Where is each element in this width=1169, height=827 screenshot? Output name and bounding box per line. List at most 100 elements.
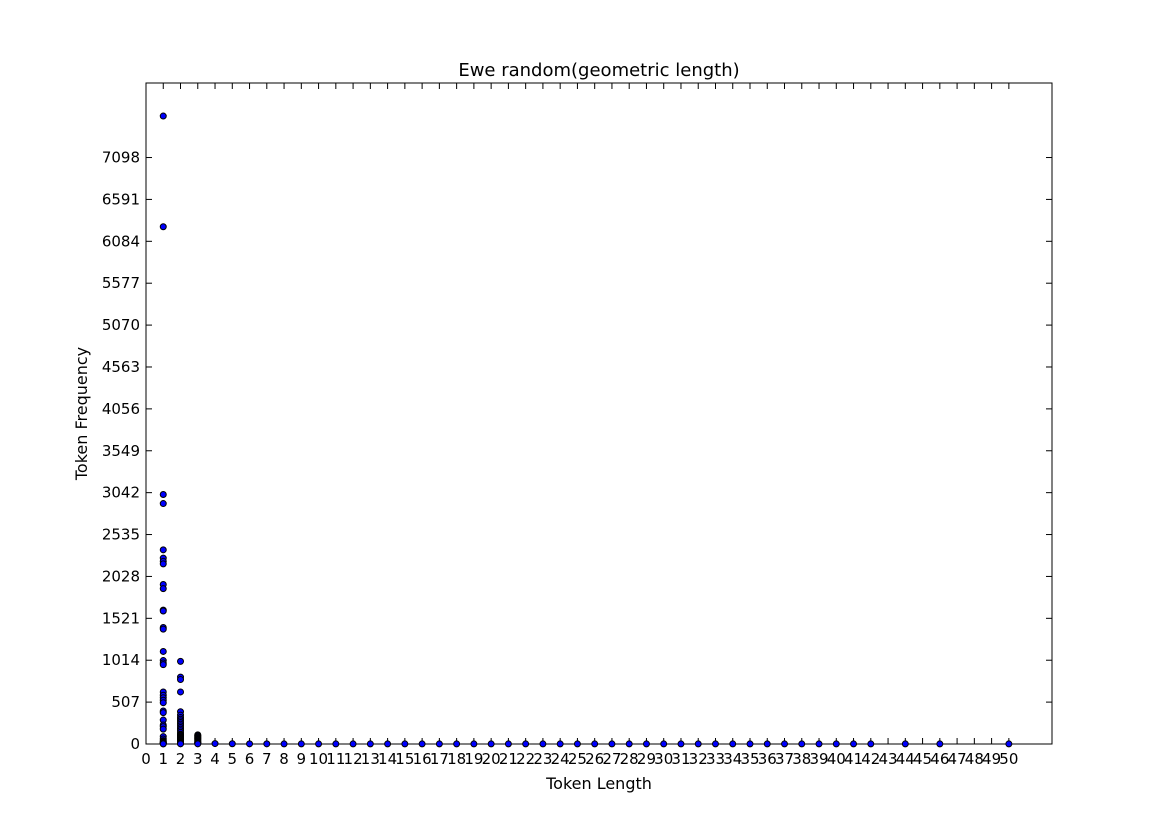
data-point	[194, 740, 202, 748]
x-tick-label: 5	[228, 750, 238, 768]
x-tick-label: 27	[602, 750, 621, 768]
y-tick-label: 3042	[102, 484, 140, 502]
data-point	[384, 740, 392, 748]
data-point	[573, 740, 581, 748]
x-tick-label: 16	[413, 750, 432, 768]
data-point	[177, 688, 185, 696]
x-tick-label: 45	[913, 750, 932, 768]
data-point	[159, 546, 167, 554]
data-point	[418, 740, 426, 748]
chart-title: Ewe random(geometric length)	[458, 60, 739, 81]
data-point	[159, 560, 167, 568]
data-point	[159, 699, 167, 707]
x-tick-label: 0	[141, 750, 151, 768]
x-axis: 0 1 2 3 4 5 6 7 8 9 101112131415161718192021222324…	[141, 83, 1018, 768]
data-point	[366, 740, 374, 748]
x-tick-label: 32	[689, 750, 708, 768]
data-point	[435, 740, 443, 748]
x-tick-label: 10	[309, 750, 328, 768]
data-point	[781, 740, 789, 748]
data-point	[1005, 740, 1013, 748]
x-tick-label: 29	[637, 750, 656, 768]
y-tick-label: 0	[130, 735, 140, 753]
data-point	[297, 740, 305, 748]
y-tick-label: 5577	[102, 274, 140, 292]
x-tick-label: 24	[551, 750, 570, 768]
data-point	[936, 740, 944, 748]
y-tick-label: 5070	[102, 316, 140, 334]
data-point	[332, 740, 340, 748]
data-point	[867, 740, 875, 748]
data-point	[177, 740, 185, 748]
data-point	[522, 740, 530, 748]
data-point	[470, 740, 478, 748]
x-tick-label: 31	[671, 750, 690, 768]
x-tick-label: 50	[999, 750, 1018, 768]
data-point	[815, 740, 823, 748]
x-tick-label: 12	[344, 750, 363, 768]
data-point	[159, 223, 167, 231]
data-point	[159, 112, 167, 120]
data-point	[625, 740, 633, 748]
x-tick-label: 42	[861, 750, 880, 768]
data-point	[315, 740, 323, 748]
x-tick-label: 35	[740, 750, 759, 768]
data-point	[694, 740, 702, 748]
data-point	[159, 500, 167, 508]
data-point	[177, 676, 185, 684]
data-point	[159, 740, 167, 748]
x-tick-label: 13	[361, 750, 380, 768]
y-tick-label: 1521	[102, 609, 140, 627]
y-tick-label: 6084	[102, 232, 140, 250]
data-point	[401, 740, 409, 748]
plot-frame	[145, 82, 1053, 745]
y-tick-label: 507	[111, 693, 140, 711]
data-point	[159, 661, 167, 669]
data-point	[850, 740, 858, 748]
x-tick-label: 43	[879, 750, 898, 768]
data-point	[159, 709, 167, 717]
data-point	[729, 740, 737, 748]
x-tick-label: 8	[279, 750, 289, 768]
data-point	[159, 725, 167, 733]
data-point	[660, 740, 668, 748]
data-point	[159, 490, 167, 498]
data-points	[159, 112, 1013, 748]
data-point	[608, 740, 616, 748]
x-tick-label: 37	[775, 750, 794, 768]
y-tick-label: 1014	[102, 651, 140, 669]
x-tick-label: 3	[193, 750, 203, 768]
data-point	[159, 585, 167, 593]
x-tick-label: 17	[430, 750, 449, 768]
x-tick-label: 47	[948, 750, 967, 768]
data-point	[246, 740, 254, 748]
x-tick-label: 25	[568, 750, 587, 768]
x-tick-label: 18	[447, 750, 466, 768]
data-point	[349, 740, 357, 748]
x-axis-label: Token Length	[545, 774, 652, 793]
y-tick-label: 2028	[102, 567, 140, 585]
x-tick-label: 22	[516, 750, 535, 768]
x-tick-label: 39	[809, 750, 828, 768]
data-point	[763, 740, 771, 748]
data-point	[832, 740, 840, 748]
x-tick-label: 40	[827, 750, 846, 768]
y-tick-label: 7098	[102, 149, 140, 167]
x-tick-label: 21	[499, 750, 518, 768]
data-point	[453, 740, 461, 748]
x-tick-label: 7	[262, 750, 272, 768]
y-tick-label: 2535	[102, 526, 140, 544]
data-point	[177, 657, 185, 665]
data-point	[677, 740, 685, 748]
x-tick-label: 4	[210, 750, 220, 768]
data-point	[280, 740, 288, 748]
data-point	[642, 740, 650, 748]
data-point	[159, 607, 167, 615]
data-point	[228, 740, 236, 748]
x-tick-label: 1	[158, 750, 168, 768]
x-tick-label: 19	[464, 750, 483, 768]
data-point	[487, 740, 495, 748]
x-tick-label: 6	[245, 750, 255, 768]
data-point	[539, 740, 547, 748]
